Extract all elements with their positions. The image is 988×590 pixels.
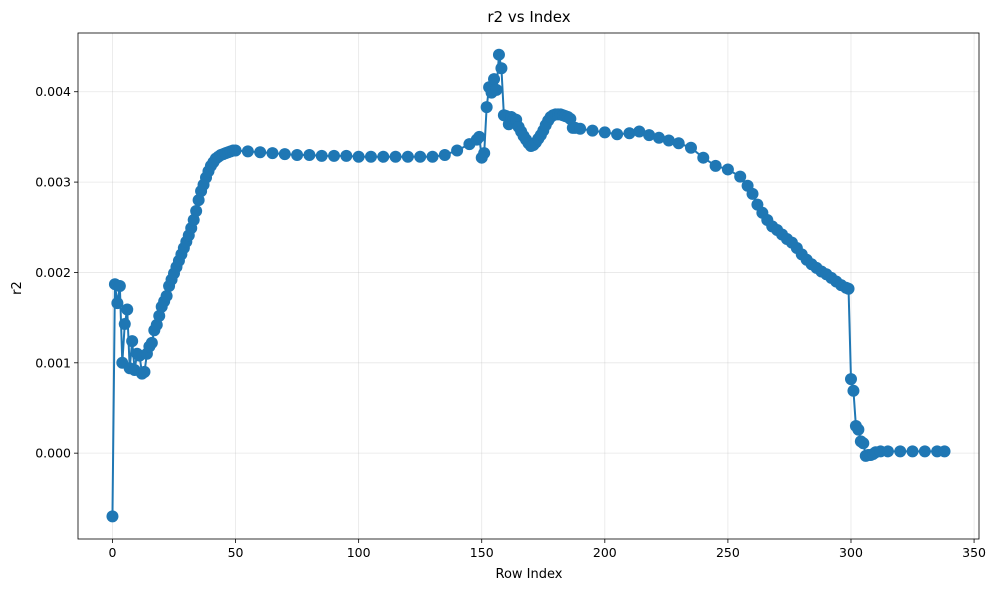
x-tick-label: 200 xyxy=(593,545,617,560)
data-point xyxy=(564,112,577,125)
data-point xyxy=(377,150,390,163)
data-point xyxy=(241,145,254,158)
data-point xyxy=(291,148,304,161)
data-point xyxy=(488,73,501,86)
data-point xyxy=(187,214,200,227)
data-point xyxy=(721,163,734,176)
data-point xyxy=(190,205,203,217)
axes: 0 50 100 150 200 250 300 350 0.000 0.001 0.002 0.00… xyxy=(35,32,986,560)
data-point xyxy=(192,194,205,207)
data-point xyxy=(254,146,267,159)
chart-title: r2 vs Index xyxy=(487,8,570,26)
plot-area xyxy=(106,48,951,523)
x-tick-label: 50 xyxy=(228,545,244,560)
data-point xyxy=(684,141,697,154)
data-point xyxy=(364,150,377,163)
data-point xyxy=(150,318,163,331)
data-point xyxy=(842,282,855,295)
x-tick-label: 250 xyxy=(716,545,740,560)
data-point xyxy=(633,125,646,138)
data-point xyxy=(401,150,414,163)
y-tick-label: 0.003 xyxy=(35,175,71,190)
data-point xyxy=(473,130,486,143)
y-tick-label: 0.002 xyxy=(35,265,71,280)
data-point xyxy=(160,289,173,302)
data-point xyxy=(278,148,291,161)
y-tick-label: 0.004 xyxy=(35,84,71,99)
x-axis-label: Row Index xyxy=(496,567,563,582)
data-point xyxy=(126,335,139,348)
data-point xyxy=(894,445,907,458)
data-point xyxy=(734,170,747,183)
data-point xyxy=(857,437,870,450)
data-point xyxy=(918,445,931,458)
data-point xyxy=(138,365,151,378)
data-point xyxy=(438,148,451,161)
x-tick-label: 0 xyxy=(108,545,116,560)
data-point xyxy=(303,148,316,161)
data-point xyxy=(662,134,675,147)
data-point xyxy=(414,150,427,163)
data-point xyxy=(328,149,341,162)
data-point xyxy=(121,303,134,316)
data-point xyxy=(315,149,328,162)
data-point xyxy=(709,159,722,172)
data-point xyxy=(598,126,611,139)
data-point xyxy=(652,131,665,144)
data-point xyxy=(881,445,894,458)
data-point xyxy=(426,150,439,163)
data-point xyxy=(847,384,860,397)
x-tick-label: 150 xyxy=(470,545,494,560)
data-point xyxy=(111,297,124,310)
data-point xyxy=(938,445,951,458)
data-point xyxy=(478,147,491,160)
data-point xyxy=(113,280,126,292)
plot-frame xyxy=(77,32,980,540)
data-point xyxy=(586,124,599,137)
y-tick-label: 0.000 xyxy=(35,446,71,461)
data-point xyxy=(697,151,710,164)
data-point xyxy=(153,309,166,322)
data-point xyxy=(266,147,279,160)
data-point xyxy=(340,149,353,162)
x-tick-label: 100 xyxy=(347,545,371,560)
data-point xyxy=(746,187,759,200)
data-point xyxy=(852,423,865,436)
x-tick-label: 350 xyxy=(962,545,986,560)
data-point xyxy=(643,129,656,142)
data-point xyxy=(906,445,919,458)
data-point xyxy=(672,137,685,150)
y-tick-label: 0.001 xyxy=(35,355,71,370)
data-point xyxy=(106,510,119,523)
data-point xyxy=(118,317,131,330)
data-point xyxy=(145,336,158,349)
data-point xyxy=(389,150,402,163)
data-point xyxy=(611,128,624,141)
data-point xyxy=(229,144,242,157)
y-axis-label: r2 xyxy=(10,281,25,295)
data-point xyxy=(490,83,503,96)
data-point xyxy=(352,150,365,163)
data-point xyxy=(492,48,505,61)
x-tick-label: 300 xyxy=(839,545,863,560)
data-point xyxy=(495,62,508,75)
data-point xyxy=(574,122,587,135)
data-point xyxy=(451,144,464,157)
data-point xyxy=(844,373,857,386)
data-point xyxy=(480,101,493,114)
data-point xyxy=(623,127,636,140)
